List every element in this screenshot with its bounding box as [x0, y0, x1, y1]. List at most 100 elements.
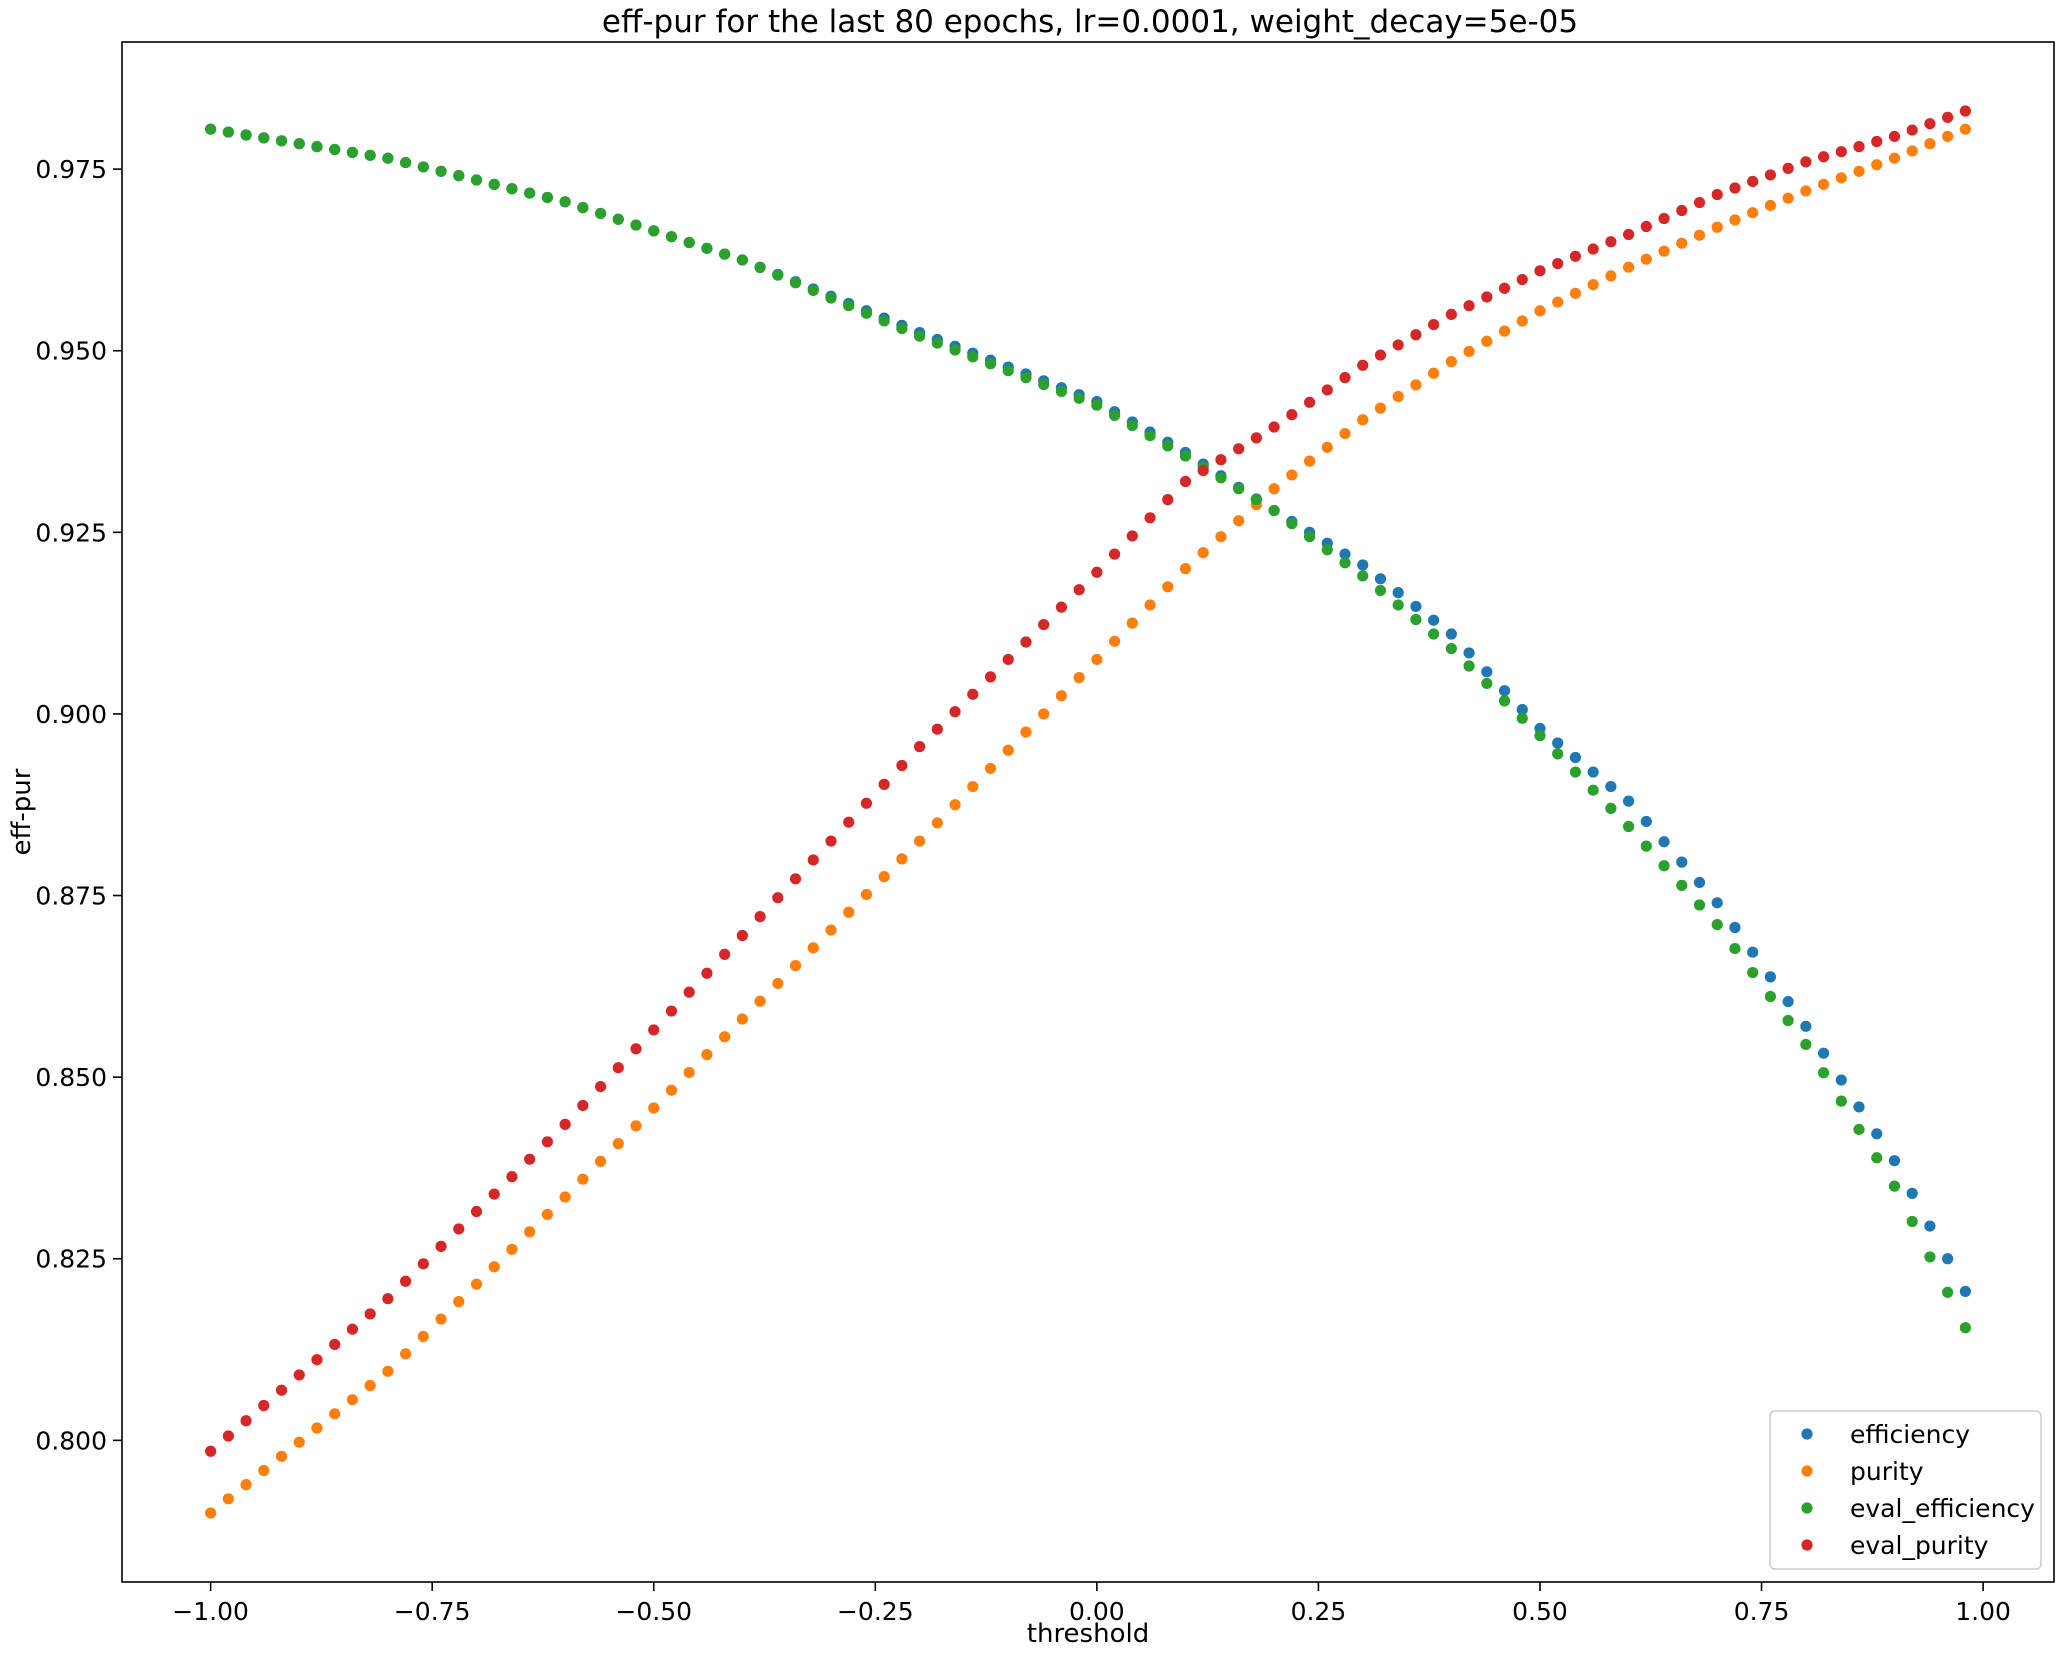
chart-title: eff-pur for the last 80 epochs, lr=0.000…: [602, 4, 1578, 40]
y-tick-label: 0.950: [35, 337, 107, 366]
data-point: [1764, 169, 1777, 181]
data-point: [1534, 305, 1546, 317]
data-point: [1233, 483, 1245, 495]
data-point: [719, 1031, 731, 1043]
data-point: [1268, 421, 1280, 433]
data-point: [1020, 726, 1032, 738]
legend-marker: [1801, 1465, 1813, 1477]
data-point: [1179, 475, 1192, 488]
data-point: [1800, 1038, 1812, 1051]
data-point: [931, 723, 943, 735]
data-point: [1605, 780, 1617, 793]
data-point: [1658, 860, 1670, 872]
data-point: [1906, 1187, 1918, 1199]
data-point: [1623, 261, 1635, 273]
data-point: [1038, 378, 1050, 391]
data-point: [612, 1062, 624, 1074]
data-point: [1073, 392, 1085, 404]
data-point: [1747, 207, 1759, 219]
data-point: [1286, 409, 1298, 421]
data-point: [1463, 660, 1475, 672]
data-point: [1215, 472, 1227, 484]
data-point: [1126, 419, 1138, 432]
data-point: [1711, 188, 1723, 201]
data-point: [914, 741, 926, 753]
data-point: [1871, 1152, 1883, 1164]
y-axis-ticks: 0.800 0.825 0.850 0.875 0.900 0.925 0.950 0.975: [35, 155, 122, 1455]
data-point: [772, 892, 784, 904]
data-point: [1623, 228, 1635, 241]
y-tick-label: 0.975: [35, 155, 107, 184]
data-point: [1587, 279, 1599, 291]
data-point: [594, 1155, 607, 1168]
data-point: [488, 1188, 500, 1200]
data-point: [1569, 250, 1582, 262]
data-point: [1924, 1220, 1936, 1232]
data-point: [222, 126, 234, 138]
data-point: [949, 344, 961, 356]
data-point: [364, 1379, 376, 1392]
data-point: [1676, 856, 1688, 868]
data-point: [506, 183, 518, 195]
data-point: [222, 1430, 234, 1442]
data-point: [683, 986, 695, 998]
data-point: [1817, 1047, 1830, 1059]
data-point: [1835, 1095, 1847, 1107]
plot-frame: [121, 41, 2055, 1583]
data-point: [949, 706, 961, 718]
data-point: [1782, 1014, 1794, 1027]
data-point: [896, 759, 908, 772]
data-point: [1552, 257, 1564, 270]
data-point: [488, 1261, 500, 1273]
data-point: [1906, 124, 1918, 136]
legend-marker: [1801, 1502, 1813, 1514]
legend-label: efficiency: [1850, 1420, 1970, 1449]
data-point: [878, 871, 890, 883]
data-point: [1268, 483, 1280, 495]
data-point: [1888, 1155, 1901, 1167]
data-point: [1197, 547, 1209, 559]
data-point: [1942, 111, 1954, 123]
data-point: [524, 187, 536, 199]
data-point: [807, 942, 819, 954]
data-point: [896, 322, 908, 335]
data-point: [1782, 162, 1794, 174]
data-point: [1233, 515, 1245, 527]
data-point: [1729, 182, 1741, 194]
data-point: [683, 236, 695, 249]
data-point: [1853, 1101, 1865, 1113]
data-point: [1782, 192, 1794, 204]
data-point: [825, 835, 837, 847]
data-point: [1197, 464, 1209, 477]
data-point: [1321, 544, 1333, 556]
data-point: [1463, 300, 1475, 312]
data-point: [364, 1308, 376, 1320]
data-point: [1693, 196, 1706, 209]
data-point: [665, 1084, 678, 1096]
data-point: [329, 143, 341, 156]
data-point: [1410, 600, 1422, 613]
data-point: [577, 1099, 589, 1112]
data-point: [311, 141, 323, 153]
data-point: [648, 225, 660, 237]
data-point: [506, 1243, 518, 1255]
data-point: [878, 315, 890, 327]
data-point: [984, 671, 997, 683]
data-point: [470, 1278, 483, 1290]
data-point: [1055, 385, 1068, 398]
data-point: [329, 1338, 341, 1351]
data-point: [1339, 427, 1351, 440]
data-point: [1959, 105, 1971, 117]
y-tick-label: 0.925: [35, 518, 107, 547]
y-tick-label: 0.825: [35, 1245, 107, 1274]
x-axis-ticks: −1.00 −0.75 −0.50 −0.25 0.00 0.25 0.50 0.75 1.00: [172, 1582, 2011, 1626]
data-point: [1374, 573, 1387, 585]
data-point: [293, 1369, 305, 1381]
data-point: [258, 1464, 270, 1477]
data-point: [1640, 253, 1652, 265]
data-point: [1534, 730, 1546, 742]
data-point: [382, 1365, 394, 1377]
data-point: [1392, 587, 1404, 599]
data-point: [1144, 512, 1156, 524]
